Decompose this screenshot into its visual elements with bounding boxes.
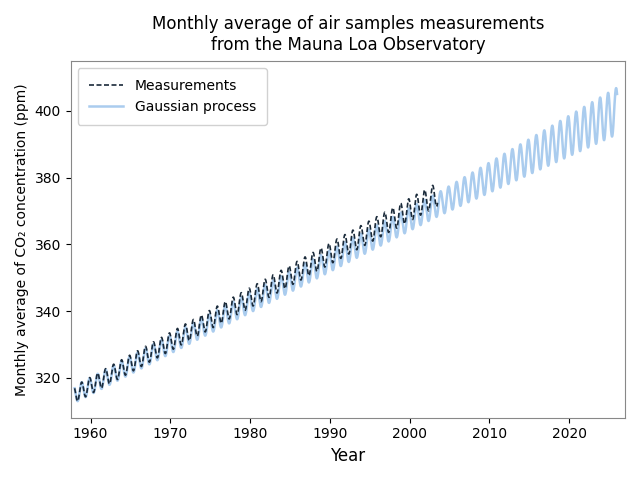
Gaussian process — [71, 385, 79, 391]
Measurements — [132, 356, 140, 361]
Gaussian process — [602, 108, 610, 114]
Y-axis label: Monthly average of CO₂ concentration (ppm): Monthly average of CO₂ concentration (pp… — [15, 83, 29, 396]
Gaussian process — [335, 255, 343, 261]
Measurements — [102, 367, 110, 373]
Measurements — [204, 317, 211, 323]
Gaussian process — [194, 336, 202, 342]
Gaussian process — [500, 151, 508, 157]
Measurements — [434, 200, 442, 206]
Measurements — [379, 222, 387, 228]
Measurements — [131, 366, 138, 372]
Gaussian process — [157, 337, 165, 343]
Gaussian process — [74, 398, 81, 404]
Measurements — [429, 182, 436, 188]
Measurements — [429, 182, 436, 188]
Title: Monthly average of air samples measurements
from the Mauna Loa Observatory: Monthly average of air samples measureme… — [152, 15, 544, 54]
Line: Gaussian process: Gaussian process — [75, 88, 617, 401]
X-axis label: Year: Year — [330, 447, 365, 465]
Line: Measurements: Measurements — [75, 185, 438, 401]
Measurements — [71, 385, 79, 391]
Legend: Measurements, Gaussian process: Measurements, Gaussian process — [77, 68, 267, 125]
Gaussian process — [613, 91, 621, 97]
Gaussian process — [612, 85, 620, 91]
Measurements — [74, 398, 81, 404]
Gaussian process — [93, 372, 100, 378]
